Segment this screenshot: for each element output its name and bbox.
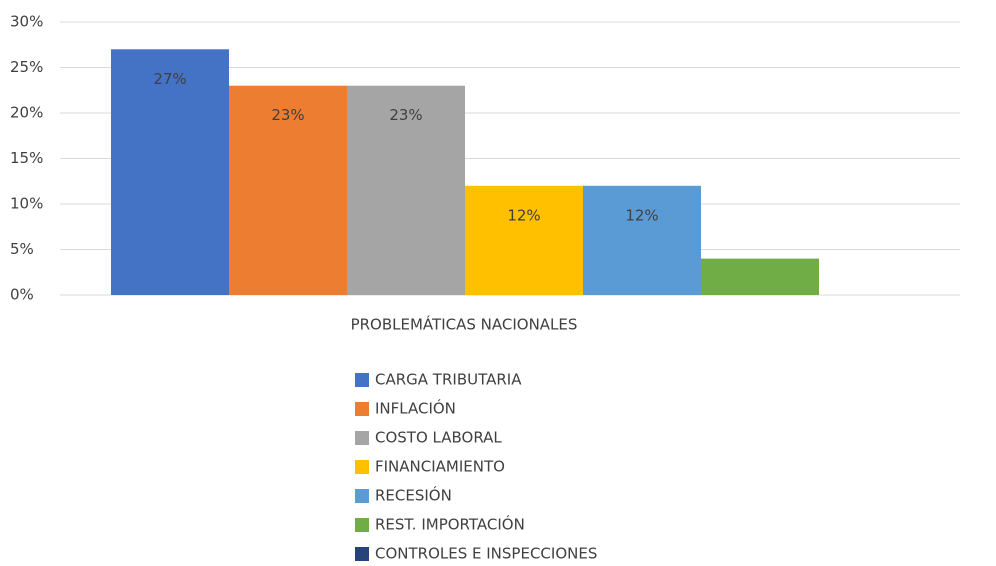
- bar: [229, 85, 347, 295]
- legend-swatch: [355, 489, 369, 503]
- bar: [111, 49, 229, 295]
- x-tick-label: PROBLEMÁTICAS NACIONALES: [351, 315, 578, 334]
- legend-swatch: [355, 518, 369, 532]
- legend-swatch: [355, 547, 369, 561]
- y-tick-label: 20%: [10, 104, 43, 122]
- y-tick-label: 15%: [10, 149, 43, 167]
- bar: [465, 185, 583, 295]
- data-label: 23%: [389, 106, 422, 124]
- y-tick-label: 25%: [10, 58, 43, 76]
- data-label: 12%: [625, 206, 658, 224]
- legend-swatch: [355, 373, 369, 387]
- bar: [583, 185, 701, 295]
- legend-label: RECESIÓN: [375, 486, 452, 505]
- legend-label: CARGA TRIBUTARIA: [375, 371, 522, 389]
- legend-label: CONTROLES E INSPECCIONES: [375, 545, 597, 563]
- y-tick-label: 30%: [10, 13, 43, 31]
- data-label: 12%: [507, 206, 540, 224]
- legend-label: FINANCIAMIENTO: [375, 458, 505, 476]
- legend-swatch: [355, 460, 369, 474]
- y-tick-label: 10%: [10, 195, 43, 213]
- legend-label: COSTO LABORAL: [375, 429, 502, 447]
- y-tick-label: 5%: [10, 240, 34, 258]
- y-tick-label: 0%: [10, 286, 34, 304]
- legend-label: INFLACIÓN: [375, 399, 456, 418]
- legend-swatch: [355, 402, 369, 416]
- bar: [701, 258, 819, 295]
- legend-swatch: [355, 431, 369, 445]
- legend-label: REST. IMPORTACIÓN: [375, 515, 525, 534]
- bar: [347, 85, 465, 295]
- data-label: 27%: [153, 70, 186, 88]
- data-label: 23%: [271, 106, 304, 124]
